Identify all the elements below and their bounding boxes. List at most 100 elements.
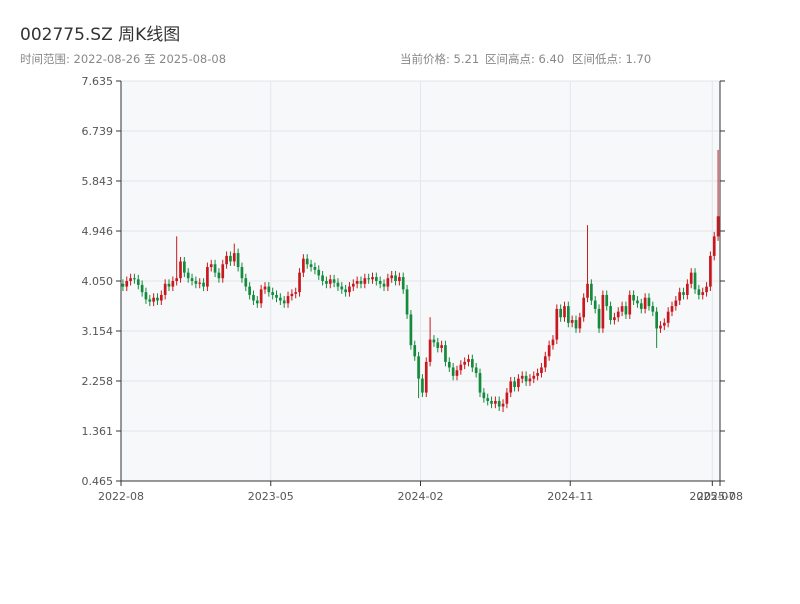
candle-body bbox=[566, 306, 570, 323]
chart-title: 002775.SZ 周K线图 bbox=[20, 25, 180, 45]
candle-body bbox=[693, 272, 697, 290]
candle-body bbox=[209, 264, 213, 268]
y-tick-label: 5.843 bbox=[82, 175, 114, 188]
candle-body bbox=[705, 286, 708, 293]
y-tick-label: 0.465 bbox=[82, 475, 114, 488]
candle-body bbox=[497, 400, 501, 407]
candle-body bbox=[255, 300, 259, 304]
candle-body bbox=[198, 282, 202, 284]
candle-body bbox=[570, 320, 574, 323]
x-tick-label: 2023-05 bbox=[248, 490, 294, 503]
candle-body bbox=[586, 283, 589, 298]
candle-body bbox=[229, 255, 232, 262]
y-tick-label: 4.946 bbox=[82, 225, 114, 238]
candle-body bbox=[482, 392, 486, 399]
candle-body bbox=[517, 378, 520, 387]
candle-body bbox=[532, 375, 536, 379]
candle-body bbox=[424, 361, 428, 393]
candle-body bbox=[455, 370, 459, 376]
candle-body bbox=[236, 253, 240, 268]
candle-body bbox=[355, 281, 359, 284]
candle-body bbox=[179, 261, 182, 279]
candle-body bbox=[632, 294, 635, 301]
candle-body bbox=[313, 267, 317, 270]
candle-body bbox=[628, 294, 632, 315]
candle-body bbox=[662, 322, 666, 326]
x-tick-label: 2022-08 bbox=[98, 490, 144, 503]
candle-body bbox=[171, 281, 175, 287]
candle-body bbox=[156, 297, 159, 301]
candle-body bbox=[382, 283, 386, 287]
candle-body bbox=[367, 278, 371, 280]
candle-body bbox=[340, 286, 344, 290]
candle-body bbox=[371, 277, 374, 280]
candle-body bbox=[148, 299, 152, 302]
candle-body bbox=[578, 317, 582, 329]
candle-body bbox=[686, 283, 689, 295]
candle-body bbox=[678, 292, 682, 301]
candle-body bbox=[317, 269, 321, 276]
candle-body bbox=[509, 381, 513, 393]
candle-body bbox=[328, 279, 332, 284]
candle-body bbox=[401, 277, 405, 290]
candle-body bbox=[248, 286, 251, 295]
candle-body bbox=[398, 277, 401, 281]
y-tick-label: 2.258 bbox=[82, 375, 114, 388]
candle-body bbox=[605, 294, 609, 307]
x-tick-label: 2024-02 bbox=[398, 490, 444, 503]
x-tick-label: 2025-08 bbox=[697, 490, 743, 503]
candle-body bbox=[217, 272, 221, 279]
candle-body bbox=[467, 359, 470, 362]
candle-body bbox=[305, 258, 309, 265]
candle-body bbox=[609, 306, 612, 321]
candle-body bbox=[689, 272, 693, 284]
candle-body bbox=[321, 275, 324, 281]
candle-body bbox=[390, 275, 394, 279]
candle-body bbox=[709, 255, 712, 287]
candle-body bbox=[351, 283, 355, 287]
candle-body bbox=[501, 403, 505, 407]
candle-body bbox=[363, 278, 367, 284]
candle-body bbox=[152, 297, 155, 302]
candle-body bbox=[405, 289, 409, 315]
candle-body bbox=[712, 236, 716, 256]
candle-body bbox=[221, 264, 225, 279]
y-tick-label: 4.050 bbox=[82, 275, 114, 288]
candle-body bbox=[563, 306, 566, 318]
candle-body bbox=[213, 264, 217, 273]
candle-body bbox=[133, 278, 136, 280]
candle-body bbox=[651, 306, 655, 312]
candle-body bbox=[125, 281, 129, 287]
candle-body bbox=[267, 286, 271, 293]
candle-body bbox=[259, 289, 263, 304]
candle-body bbox=[421, 378, 424, 393]
candle-body bbox=[409, 314, 413, 346]
candle-body bbox=[478, 373, 482, 393]
candle-body bbox=[536, 373, 539, 376]
candle-body bbox=[336, 282, 340, 287]
candle-body bbox=[463, 361, 467, 365]
candle-body bbox=[244, 278, 248, 287]
candle-body bbox=[225, 255, 228, 265]
candle-body bbox=[232, 253, 236, 262]
candle-body bbox=[298, 272, 301, 293]
subtitle-low: 区间低点: 1.70 bbox=[572, 52, 651, 66]
candle-body bbox=[547, 345, 551, 357]
candle-body bbox=[432, 339, 436, 343]
candle-body bbox=[275, 294, 278, 298]
candle-body bbox=[332, 279, 336, 283]
candle-body bbox=[574, 320, 578, 329]
x-tick-label: 2025-07 bbox=[689, 490, 735, 503]
candle-body bbox=[555, 308, 559, 340]
candle-body bbox=[459, 364, 463, 371]
candle-body bbox=[716, 216, 720, 237]
candle-body bbox=[436, 342, 440, 348]
candle-body bbox=[666, 311, 670, 323]
candle-body bbox=[159, 294, 163, 301]
candle-body bbox=[183, 261, 186, 273]
candle-body bbox=[682, 292, 685, 295]
candle-body bbox=[659, 325, 662, 329]
subtitle-range: 时间范围: 2022-08-26 至 2025-08-08 bbox=[20, 52, 226, 66]
candle-body bbox=[129, 278, 132, 281]
